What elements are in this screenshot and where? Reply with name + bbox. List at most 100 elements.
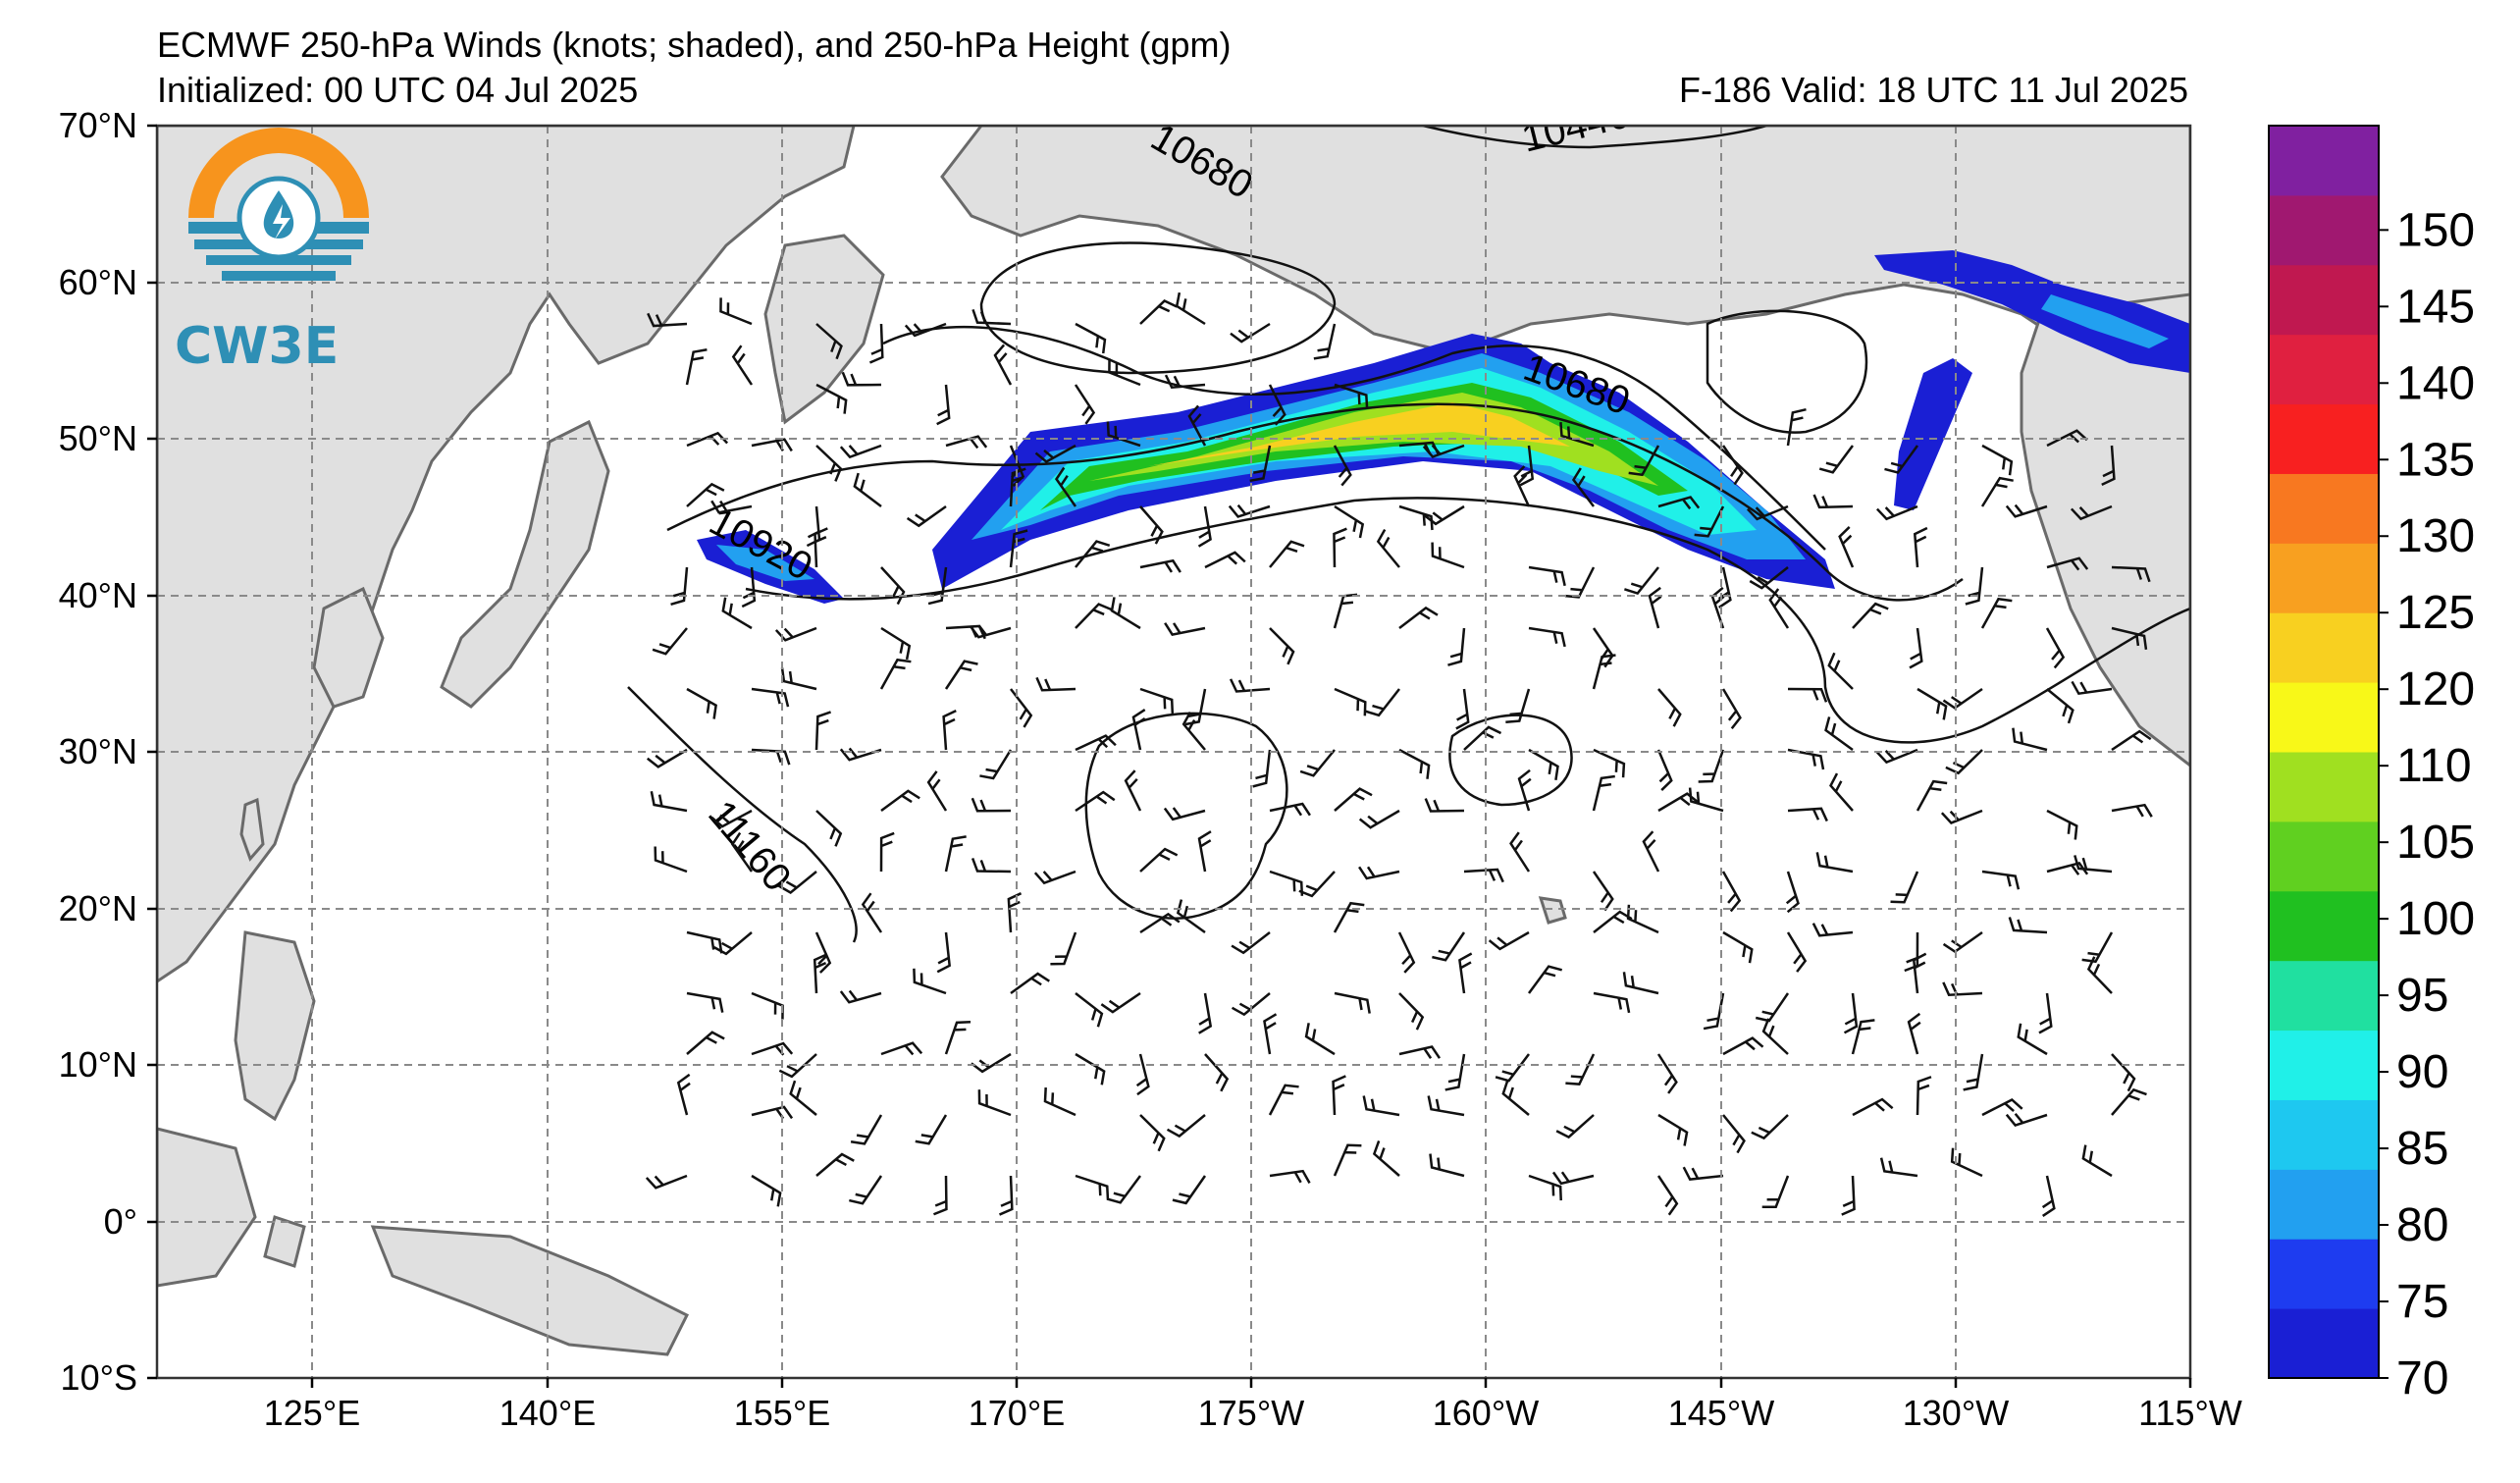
wind-barb: [1564, 566, 1596, 599]
wind-barb: [1912, 952, 1927, 994]
logo-bolt-icon: [273, 204, 290, 239]
lon-label: 125°E: [264, 1393, 360, 1433]
wind-barb: [1334, 787, 1373, 812]
wind-barb: [780, 667, 817, 691]
wind-barb: [932, 1175, 948, 1216]
wind-barb: [1657, 496, 1701, 510]
colorbar-segment: [2269, 1099, 2379, 1170]
colorbar-segment: [2269, 1030, 2379, 1100]
wind-barb: [1751, 1114, 1789, 1140]
wind-barb: [999, 1175, 1014, 1216]
wind-barb: [1559, 422, 1595, 448]
wind-barb: [1980, 476, 2014, 507]
wind-barb: [1838, 526, 1855, 568]
wind-barb: [1852, 602, 1889, 629]
wind-barb: [1509, 831, 1531, 873]
sulawesi-land: [263, 1215, 306, 1268]
wind-barb: [1269, 1169, 1311, 1184]
wind-barb: [1909, 627, 1923, 669]
wind-barb: [1592, 774, 1615, 812]
wind-barb: [1033, 870, 1076, 885]
wind-barb: [1657, 1113, 1689, 1146]
wind-barb: [1139, 687, 1175, 714]
korea-land: [312, 586, 385, 709]
lat-label: 20°N: [59, 888, 137, 928]
wind-barb: [1009, 529, 1028, 568]
wind-barb: [2046, 688, 2074, 724]
wind-barb: [1424, 504, 1465, 526]
height-contours: [627, 126, 2190, 943]
wind-barb: [1628, 445, 1660, 477]
lat-label: 10°N: [59, 1044, 137, 1085]
wind-barb: [1333, 901, 1365, 933]
wind-barb: [686, 1031, 725, 1055]
wind-barb: [1054, 466, 1077, 507]
logo-wave-band: [206, 255, 351, 265]
wind-barb: [2046, 556, 2089, 571]
contour-lower: [745, 497, 2190, 744]
wind-barb: [1884, 445, 1919, 474]
colorbar-segment: [2269, 264, 2379, 336]
wind-barb: [1761, 1018, 1789, 1055]
wind-barb: [880, 626, 912, 661]
wind-barb: [1786, 931, 1808, 973]
wind-barb: [1035, 676, 1076, 692]
lon-label: 115°W: [2138, 1393, 2242, 1433]
wind-barb: [814, 711, 831, 751]
colorbar-segment: [2269, 403, 2379, 474]
wind-barb: [1313, 323, 1337, 360]
wind-barb: [1333, 527, 1347, 568]
wind-barb: [710, 500, 753, 514]
wind-barb: [1513, 465, 1531, 507]
wind-barb: [654, 846, 688, 874]
north-america-land: [2020, 292, 2190, 768]
wind-barb: [1657, 688, 1682, 727]
colorbar-label: 140: [2396, 357, 2475, 409]
wind-barb: [1139, 1114, 1166, 1152]
wind-barb: [731, 344, 754, 386]
wind-barb: [839, 444, 882, 459]
asia-land: [157, 126, 856, 983]
wind-barb: [685, 347, 708, 386]
wind-barb: [2081, 1144, 2113, 1178]
wind-barb: [1204, 551, 1246, 569]
jet-80: [971, 353, 1806, 559]
wind-barb: [1455, 688, 1470, 730]
contour-north-loop: [1706, 309, 1868, 434]
wind-barb: [880, 566, 906, 606]
wind-barb: [751, 1174, 782, 1207]
wind-barb: [2046, 809, 2078, 840]
wind-barb: [1376, 528, 1400, 568]
wind-barb: [1124, 769, 1142, 812]
lat-label: 0°: [104, 1201, 137, 1242]
wind-barb: [1940, 809, 1983, 824]
taiwan-land: [239, 797, 265, 862]
wind-barb: [849, 1175, 883, 1205]
wind-barb: [1269, 627, 1295, 665]
wind-barb: [815, 383, 848, 414]
lon-label: 175°W: [1198, 1393, 1304, 1433]
wind-barb: [841, 371, 882, 387]
wind-barb: [1333, 445, 1352, 487]
wind-barb: [1181, 712, 1206, 751]
jet-west-80: [716, 545, 814, 581]
lat-label: 60°N: [59, 262, 137, 302]
colorbar-label: 125: [2396, 587, 2475, 639]
borneo-land: [157, 1127, 257, 1288]
wind-barb: [1592, 871, 1614, 912]
wind-barb: [1528, 626, 1566, 648]
wind-barb: [1398, 748, 1431, 779]
wind-barb: [1488, 930, 1530, 951]
wind-barb: [1851, 1019, 1875, 1055]
lat-label: 40°N: [59, 575, 137, 615]
cw3e-logo: CW3E: [175, 128, 369, 376]
wind-barb: [1268, 384, 1286, 426]
wind-barb: [1010, 972, 1050, 995]
wind-barb: [1424, 798, 1465, 813]
wind-barb: [944, 1021, 971, 1055]
wind-barb: [2038, 992, 2053, 1034]
wind-barb: [1184, 688, 1207, 726]
wind-barb: [1229, 678, 1271, 693]
colorbar-label: 70: [2396, 1352, 2448, 1404]
